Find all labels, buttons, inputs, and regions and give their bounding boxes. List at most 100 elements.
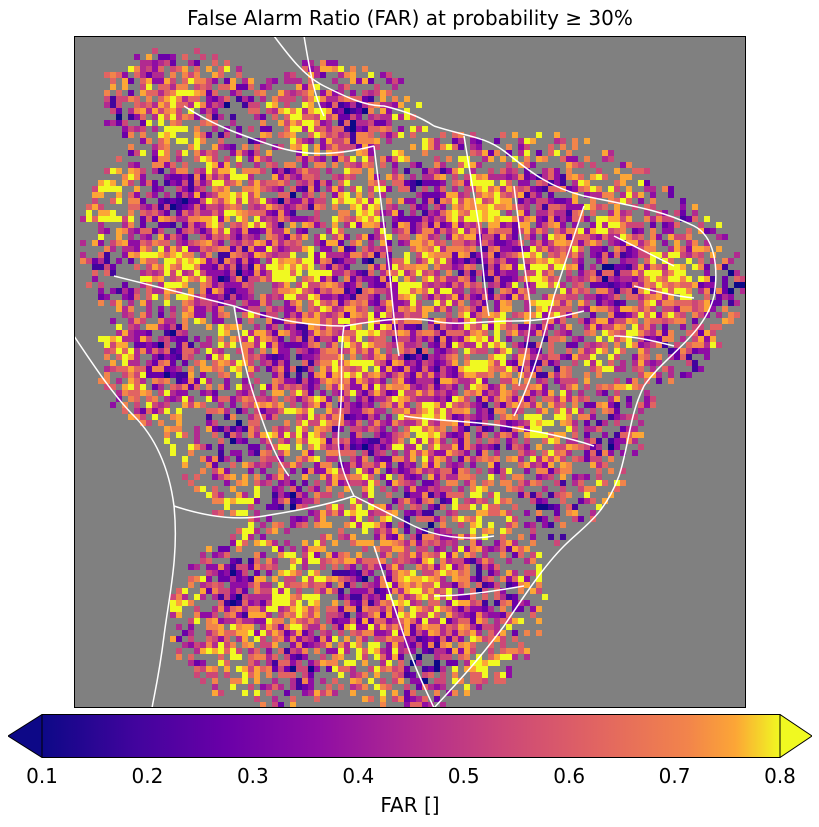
far-cell [650,264,656,270]
far-cell [164,402,170,408]
far-cell [464,432,470,438]
far-cell [278,438,284,444]
far-cell [206,156,212,162]
far-cell [488,480,494,486]
far-cell [596,288,602,294]
far-cell [464,228,470,234]
far-cell [350,474,356,480]
far-cell [176,198,182,204]
far-cell [536,366,542,372]
far-cell [134,186,140,192]
far-cell [242,330,248,336]
far-cell [398,438,404,444]
far-cell [380,420,386,426]
far-cell [212,78,218,84]
far-cell [434,420,440,426]
far-cell [380,540,386,546]
far-cell [524,204,530,210]
far-cell [464,306,470,312]
far-cell [284,492,290,498]
far-cell [434,156,440,162]
far-cell [572,198,578,204]
far-cell [512,228,518,234]
far-cell [104,216,110,222]
far-cell [596,228,602,234]
far-cell [350,156,356,162]
far-cell [122,330,128,336]
far-cell [374,144,380,150]
far-cell [638,366,644,372]
far-cell [374,84,380,90]
far-cell [428,324,434,330]
far-cell [158,138,164,144]
far-cell [620,234,626,240]
far-cell [428,372,434,378]
far-cell [380,282,386,288]
far-cell [554,174,560,180]
far-cell [686,342,692,348]
far-cell [122,342,128,348]
far-cell [206,462,212,468]
far-cell [368,138,374,144]
far-cell [698,366,704,372]
far-cell [722,282,728,288]
far-cell [284,162,290,168]
far-cell [494,450,500,456]
far-cell [476,342,482,348]
far-cell [374,468,380,474]
far-cell [176,90,182,96]
far-cell [266,300,272,306]
far-cell [158,120,164,126]
far-cell [230,486,236,492]
far-cell [170,246,176,252]
far-cell [284,324,290,330]
far-cell [560,204,566,210]
far-cell [638,354,644,360]
far-cell [494,432,500,438]
far-cell [152,276,158,282]
far-cell [392,408,398,414]
far-cell [686,372,692,378]
far-cell [398,324,404,330]
far-cell [620,306,626,312]
far-cell [482,156,488,162]
far-cell [542,474,548,480]
far-cell [626,336,632,342]
far-cell [476,492,482,498]
far-cell [212,498,218,504]
far-cell [248,414,254,420]
far-cell [638,348,644,354]
far-cell [554,222,560,228]
far-cell [632,306,638,312]
far-cell [134,126,140,132]
far-cell [428,402,434,408]
far-cell [176,216,182,222]
far-cell [560,144,566,150]
far-cell [230,264,236,270]
far-cell [668,222,674,228]
far-cell [500,258,506,264]
far-cell [620,324,626,330]
far-cell [476,258,482,264]
far-cell [266,126,272,132]
far-cell [194,246,200,252]
far-cell [476,318,482,324]
far-cell [134,348,140,354]
far-cell [590,198,596,204]
far-cell [434,210,440,216]
far-cell [350,162,356,168]
far-cell [302,222,308,228]
far-cell [614,390,620,396]
far-cell [248,366,254,372]
far-cell [494,456,500,462]
far-cell [344,144,350,150]
far-cell [656,276,662,282]
far-cell [380,378,386,384]
far-cell [266,330,272,336]
far-cell [326,108,332,114]
far-cell [284,372,290,378]
far-cell [332,318,338,324]
far-cell [314,324,320,330]
far-cell [110,108,116,114]
far-cell [236,246,242,252]
